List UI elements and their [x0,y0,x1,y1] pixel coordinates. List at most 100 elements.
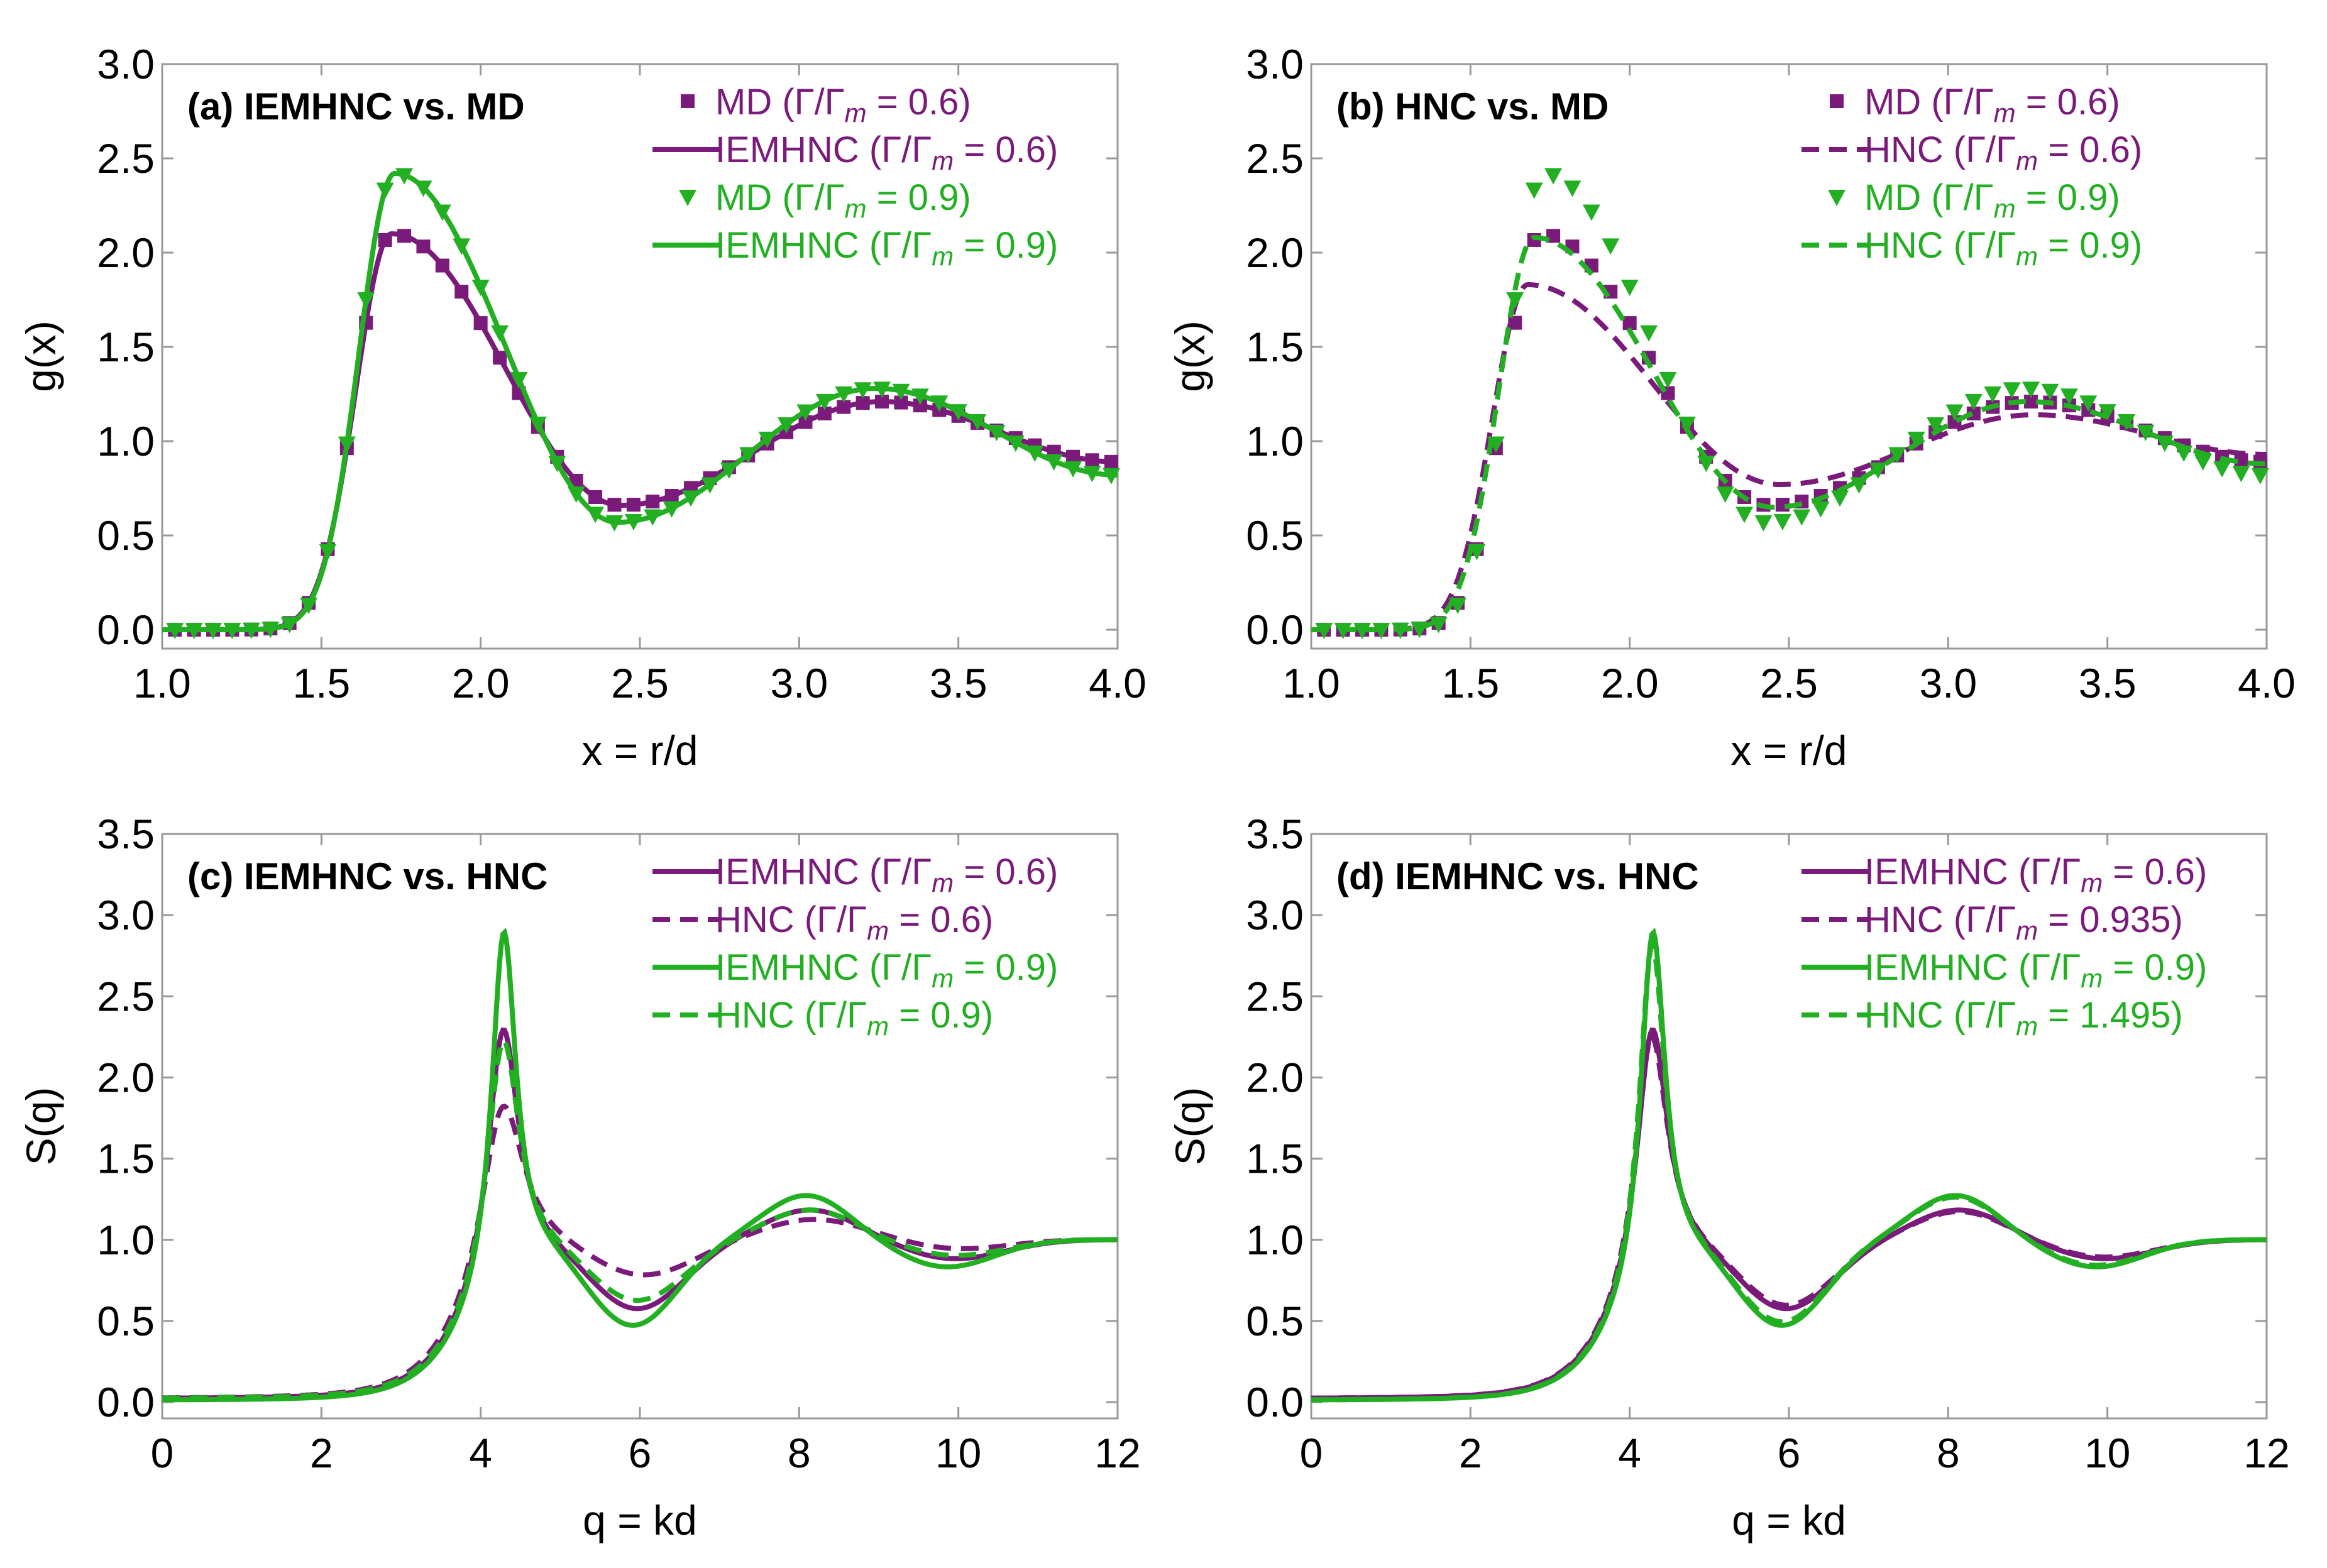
data-point-triangle [2003,382,2021,399]
x-axis-label: q = kd [583,1497,697,1543]
data-point-triangle [1754,515,1773,532]
panel-d: 0 2 4 6 8 10 12 0.0 0.5 1.0 1.5 2.0 2.5 3.0 3.5 q = kd S… [1167,811,2290,1543]
legend-square-marker [1830,94,1844,108]
y-axis-label: S(q) [1167,1087,1213,1166]
legend-label: MD (Γ/Γm = 0.6) [1864,82,2120,128]
data-point-triangle [1907,431,1925,448]
series-line-3 [162,1038,1118,1401]
panel-a: 1.0 1.5 2.0 2.5 3.0 3.5 4.0 0.0 0.5 1.0 1.5 2.0 2.5 3… [18,41,1147,774]
legend-label: IEMHNC (Γ/Γm = 0.6) [715,852,1058,897]
y-tick-label: 0.5 [1246,1298,1304,1344]
series-line-2 [162,927,1118,1403]
panel-title: (c) IEMHNC vs. HNC [187,855,547,897]
y-tick-label: 3.0 [97,892,155,938]
x-tick-label: 4.0 [1089,660,1147,706]
data-point-triangle [2041,383,2059,400]
data-point-triangle [1582,204,1600,221]
legend-label: HNC (Γ/Γm = 1.495) [1864,995,2183,1041]
y-tick-label: 0.5 [97,1298,155,1344]
panel-title: (b) HNC vs. MD [1336,85,1609,128]
series-line-0 [1311,1027,2267,1401]
data-point-triangle [1945,404,1964,421]
series-line-0 [162,1027,1118,1401]
x-tick-label: 12 [1094,1430,1140,1476]
x-tick-label: 2.5 [611,660,669,706]
x-tick-label: 4.0 [2238,660,2296,706]
data-point-triangle [1831,490,1849,507]
y-tick-label: 2.0 [97,1055,155,1101]
legend-label: IEMHNC (Γ/Γm = 0.9) [715,947,1058,993]
panel-b: 1.0 1.5 2.0 2.5 3.0 3.5 4.0 0.0 0.5 1.0 1.5 2.0 2.5 3… [1167,41,2296,774]
data-point-triangle [2079,395,2098,412]
data-point-triangle [1506,292,1524,309]
data-point-triangle [1563,180,1582,197]
x-tick-label: 4 [1618,1430,1641,1476]
x-tick-label: 12 [2243,1430,2289,1476]
data-point-triangle [1544,168,1563,185]
data-point-triangle [1793,509,1811,526]
legend-label: HNC (Γ/Γm = 0.935) [1864,899,2183,945]
data-point-triangle [2175,445,2193,462]
data-point-square [2024,395,2038,408]
data-point-triangle [2022,381,2040,398]
x-tick-label: 3.0 [770,660,828,706]
x-tick-label: 10 [935,1430,981,1476]
series-line-1 [1311,282,2267,632]
data-point-triangle [2098,404,2116,421]
y-tick-label: 2.0 [1246,229,1304,276]
y-tick-label: 3.0 [1246,41,1304,87]
data-point-square [2234,453,2248,468]
data-point-triangle [1659,372,1677,389]
data-point-triangle [1984,386,2002,403]
data-point-triangle [2232,466,2250,483]
x-tick-label: 2.0 [1601,660,1659,706]
data-point-triangle [1678,416,1696,433]
data-point-triangle [1716,486,1734,503]
data-point-triangle [2213,461,2231,478]
data-point-triangle [2060,388,2078,405]
y-tick-label: 0.0 [97,1379,155,1425]
x-axis-label: q = kd [1732,1497,1846,1543]
y-tick-label: 3.0 [1246,892,1304,938]
y-tick-label: 1.0 [1246,1217,1304,1263]
x-tick-label: 2 [1459,1430,1482,1476]
data-point-triangle [1850,477,1868,494]
data-point-triangle [1773,514,1791,531]
y-axis-label: S(q) [18,1087,64,1166]
y-tick-label: 2.5 [1246,973,1304,1019]
x-tick-label: 1.5 [1441,660,1499,706]
x-tick-label: 2 [310,1430,333,1476]
x-tick-label: 3.5 [2079,660,2137,706]
y-axis-label: g(x) [1167,321,1213,392]
data-point-triangle [1812,501,1830,518]
x-tick-label: 2.0 [452,660,510,706]
series-line-1 [1311,1033,2267,1401]
x-tick-label: 8 [1937,1430,1960,1476]
x-tick-label: 1.0 [133,660,191,706]
y-tick-label: 2.0 [1246,1055,1304,1101]
data-point-triangle [1736,507,1754,524]
series-line-2 [1311,927,2267,1403]
x-tick-label: 3.5 [930,660,987,706]
data-point-triangle [1869,463,1887,480]
data-point-triangle [1525,182,1543,199]
legend-label: IEMHNC (Γ/Γm = 0.9) [715,225,1058,271]
data-point-triangle [1927,417,1945,434]
y-tick-label: 0.0 [1246,1379,1304,1425]
legend-label: HNC (Γ/Γm = 0.6) [1864,129,2142,175]
legend-label: IEMHNC (Γ/Γm = 0.9) [1864,947,2207,993]
y-tick-label: 2.5 [1246,135,1304,182]
legend-label: HNC (Γ/Γm = 0.6) [715,899,993,945]
y-tick-label: 1.5 [1246,1136,1304,1182]
panel-title: (a) IEMHNC vs. MD [187,85,525,128]
y-tick-label: 0.5 [97,512,155,559]
x-axis-label: x = r/d [1730,727,1847,774]
x-tick-label: 10 [2084,1430,2130,1476]
legend-label: MD (Γ/Γm = 0.9) [715,177,971,223]
x-tick-label: 0 [151,1430,174,1476]
legend-label: IEMHNC (Γ/Γm = 0.6) [715,129,1058,175]
x-tick-label: 6 [1778,1430,1801,1476]
x-tick-label: 8 [788,1430,811,1476]
x-tick-label: 1.0 [1282,660,1340,706]
series-line-1 [162,231,1118,632]
